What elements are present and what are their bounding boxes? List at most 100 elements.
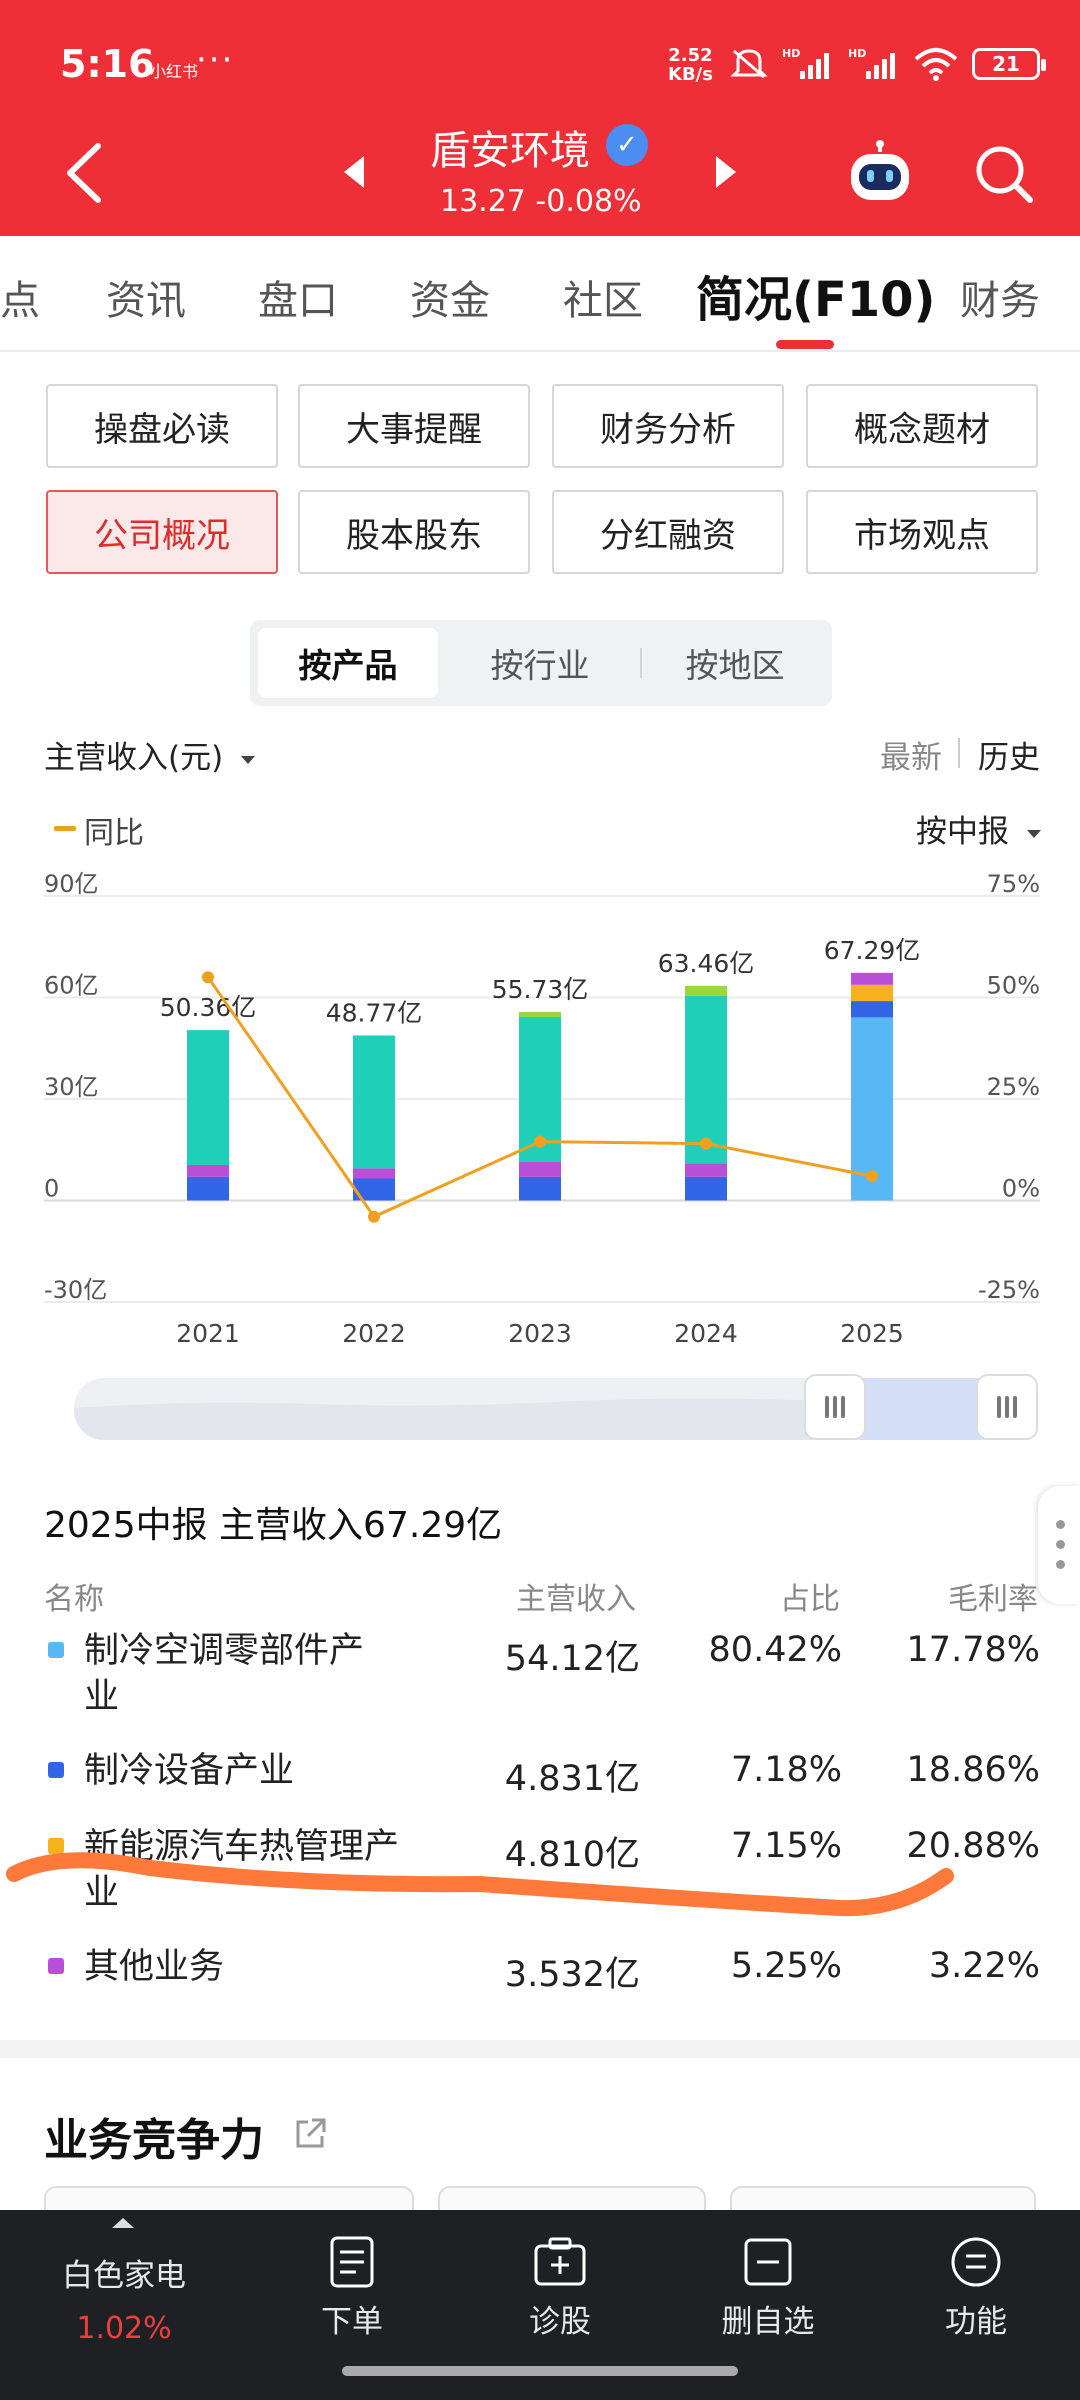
btn-company-overview[interactable]: 公司概况 xyxy=(46,490,278,574)
row-color-dot xyxy=(48,1762,64,1778)
status-more-dots: ··· xyxy=(196,40,235,80)
prev-stock-icon[interactable] xyxy=(340,152,370,192)
header-margin: 毛利率 xyxy=(948,1582,1038,1617)
signal-1-icon: HD xyxy=(782,47,829,79)
tab-community[interactable]: 社区 xyxy=(563,278,643,324)
bar-segment xyxy=(685,1163,727,1177)
caret-down-icon xyxy=(1026,829,1041,838)
btn-concepts[interactable]: 概念题材 xyxy=(806,384,1038,468)
row-margin: 20.88% xyxy=(906,1826,1040,1866)
row-name: 其他业务 xyxy=(84,1947,225,1987)
row-color-dot xyxy=(48,1642,64,1658)
btn-major-events[interactable]: 大事提醒 xyxy=(298,384,530,468)
yoy-point xyxy=(368,1210,380,1223)
y2-tick-label: -25% xyxy=(978,1276,1040,1304)
bottom-bar: 白色家电 1.02% 下单 诊股 删自选 功能 xyxy=(0,2210,1080,2400)
search-icon[interactable] xyxy=(972,142,1036,206)
verified-icon: ✓ xyxy=(606,124,648,166)
yoy-legend-swatch xyxy=(54,826,76,831)
btn-dividends[interactable]: 分红融资 xyxy=(552,490,784,574)
bar-segment xyxy=(187,1164,229,1177)
row-revenue: 54.12亿 xyxy=(504,1639,640,1679)
x-tick-label: 2025 xyxy=(840,1319,904,1348)
btn-shareholders[interactable]: 股本股东 xyxy=(298,490,530,574)
status-carrier: 小红书 xyxy=(150,62,199,81)
y2-tick-label: 25% xyxy=(987,1073,1040,1101)
table-title: 2025中报 主营收入67.29亿 xyxy=(44,1505,503,1546)
bar-segment xyxy=(851,984,893,1002)
side-drawer-handle[interactable] xyxy=(1038,1486,1080,1604)
remove-watchlist-button[interactable]: 删自选 xyxy=(688,2234,848,2341)
row-margin: 3.22% xyxy=(928,1946,1040,1986)
bar-segment xyxy=(851,1017,893,1201)
bar-total-label: 48.77亿 xyxy=(326,998,423,1027)
bar-segment xyxy=(187,1176,229,1201)
segment-by-product[interactable]: 按产品 xyxy=(258,628,438,698)
robot-assistant-icon[interactable] xyxy=(845,140,915,210)
y2-tick-label: 0% xyxy=(1002,1175,1040,1203)
history-toggle[interactable]: 历史 xyxy=(978,740,1040,776)
btn-financial-analysis[interactable]: 财务分析 xyxy=(552,384,784,468)
scrubber-right-handle[interactable] xyxy=(976,1374,1038,1440)
bar-segment xyxy=(353,1168,395,1179)
order-button[interactable]: 下单 xyxy=(272,2234,432,2341)
scrubber-left-handle[interactable] xyxy=(804,1374,866,1440)
svg-text:HD: HD xyxy=(848,47,866,60)
segment-by-industry[interactable]: 按行业 xyxy=(490,646,590,685)
yoy-point xyxy=(866,1170,878,1183)
wifi-icon xyxy=(914,48,958,81)
tab-funds[interactable]: 资金 xyxy=(410,278,490,324)
period-dropdown[interactable]: 按中报 xyxy=(916,806,1043,851)
y-tick-label: -30亿 xyxy=(44,1276,107,1304)
btn-trading-guide[interactable]: 操盘必读 xyxy=(46,384,278,468)
bar-segment xyxy=(685,985,727,996)
tab-f10[interactable]: 简况(F10) xyxy=(696,272,936,328)
minus-square-icon xyxy=(744,2238,792,2286)
metric-dropdown[interactable]: 主营收入(元) xyxy=(44,732,257,777)
latest-toggle[interactable]: 最新 xyxy=(880,740,942,776)
annotation-scribble xyxy=(6,1852,954,1917)
y-tick-label: 60亿 xyxy=(44,972,99,1000)
row-share: 5.25% xyxy=(730,1946,842,1986)
diagnose-button[interactable]: 诊股 xyxy=(480,2234,640,2341)
y2-tick-label: 75% xyxy=(987,870,1040,898)
toggle-separator xyxy=(958,738,960,768)
range-scrubber[interactable] xyxy=(74,1378,1038,1440)
row-name: 制冷设备产业 xyxy=(84,1751,295,1791)
segment-divider xyxy=(640,648,642,678)
row-revenue: 3.532亿 xyxy=(504,1955,640,1995)
back-arrow-icon[interactable] xyxy=(58,140,114,206)
section-title: 业务竞争力 xyxy=(44,2115,264,2166)
y-tick-label: 90亿 xyxy=(44,870,99,898)
bar-total-label: 63.46亿 xyxy=(658,949,755,978)
tab-news[interactable]: 资讯 xyxy=(106,278,186,324)
tab-finance[interactable]: 财务 xyxy=(960,278,1040,324)
y-tick-label: 0 xyxy=(44,1175,59,1203)
row-share: 7.15% xyxy=(730,1826,842,1866)
menu-circle-icon xyxy=(951,2237,1001,2287)
tab-dian[interactable]: 点 xyxy=(0,278,40,324)
battery-icon: 21 xyxy=(972,48,1046,80)
yoy-point xyxy=(700,1137,712,1150)
index-indicator[interactable]: 白色家电 1.02% xyxy=(44,2250,204,2346)
expand-caret-icon[interactable] xyxy=(110,2216,136,2230)
status-icons: HD HD 21 xyxy=(730,44,1046,84)
yoy-legend-label: 同比 xyxy=(84,816,144,851)
y2-tick-label: 50% xyxy=(987,972,1040,1000)
row-margin: 18.86% xyxy=(906,1750,1040,1790)
order-icon xyxy=(330,2236,374,2288)
next-stock-icon[interactable] xyxy=(710,152,740,192)
row-margin: 17.78% xyxy=(906,1630,1040,1670)
bar-segment xyxy=(851,1001,893,1018)
y-tick-label: 30亿 xyxy=(44,1073,99,1101)
btn-market-views[interactable]: 市场观点 xyxy=(806,490,1038,574)
revenue-chart[interactable]: 90亿 75% 60亿 50% 30亿 25% 0 0% -30亿 -25% 50.36亿 2021 4… xyxy=(0,870,1080,1350)
segment-by-region[interactable]: 按地区 xyxy=(685,646,785,685)
bar-segment xyxy=(519,1011,561,1018)
row-revenue: 4.831亿 xyxy=(504,1759,640,1799)
external-link-icon[interactable] xyxy=(292,2116,328,2152)
tab-quote[interactable]: 盘口 xyxy=(258,278,338,324)
top-tabs: 点 资讯 盘口 资金 社区 简况(F10) 财务 xyxy=(0,236,1080,352)
stock-name: 盾安环境 xyxy=(430,128,590,174)
functions-button[interactable]: 功能 xyxy=(896,2234,1056,2341)
